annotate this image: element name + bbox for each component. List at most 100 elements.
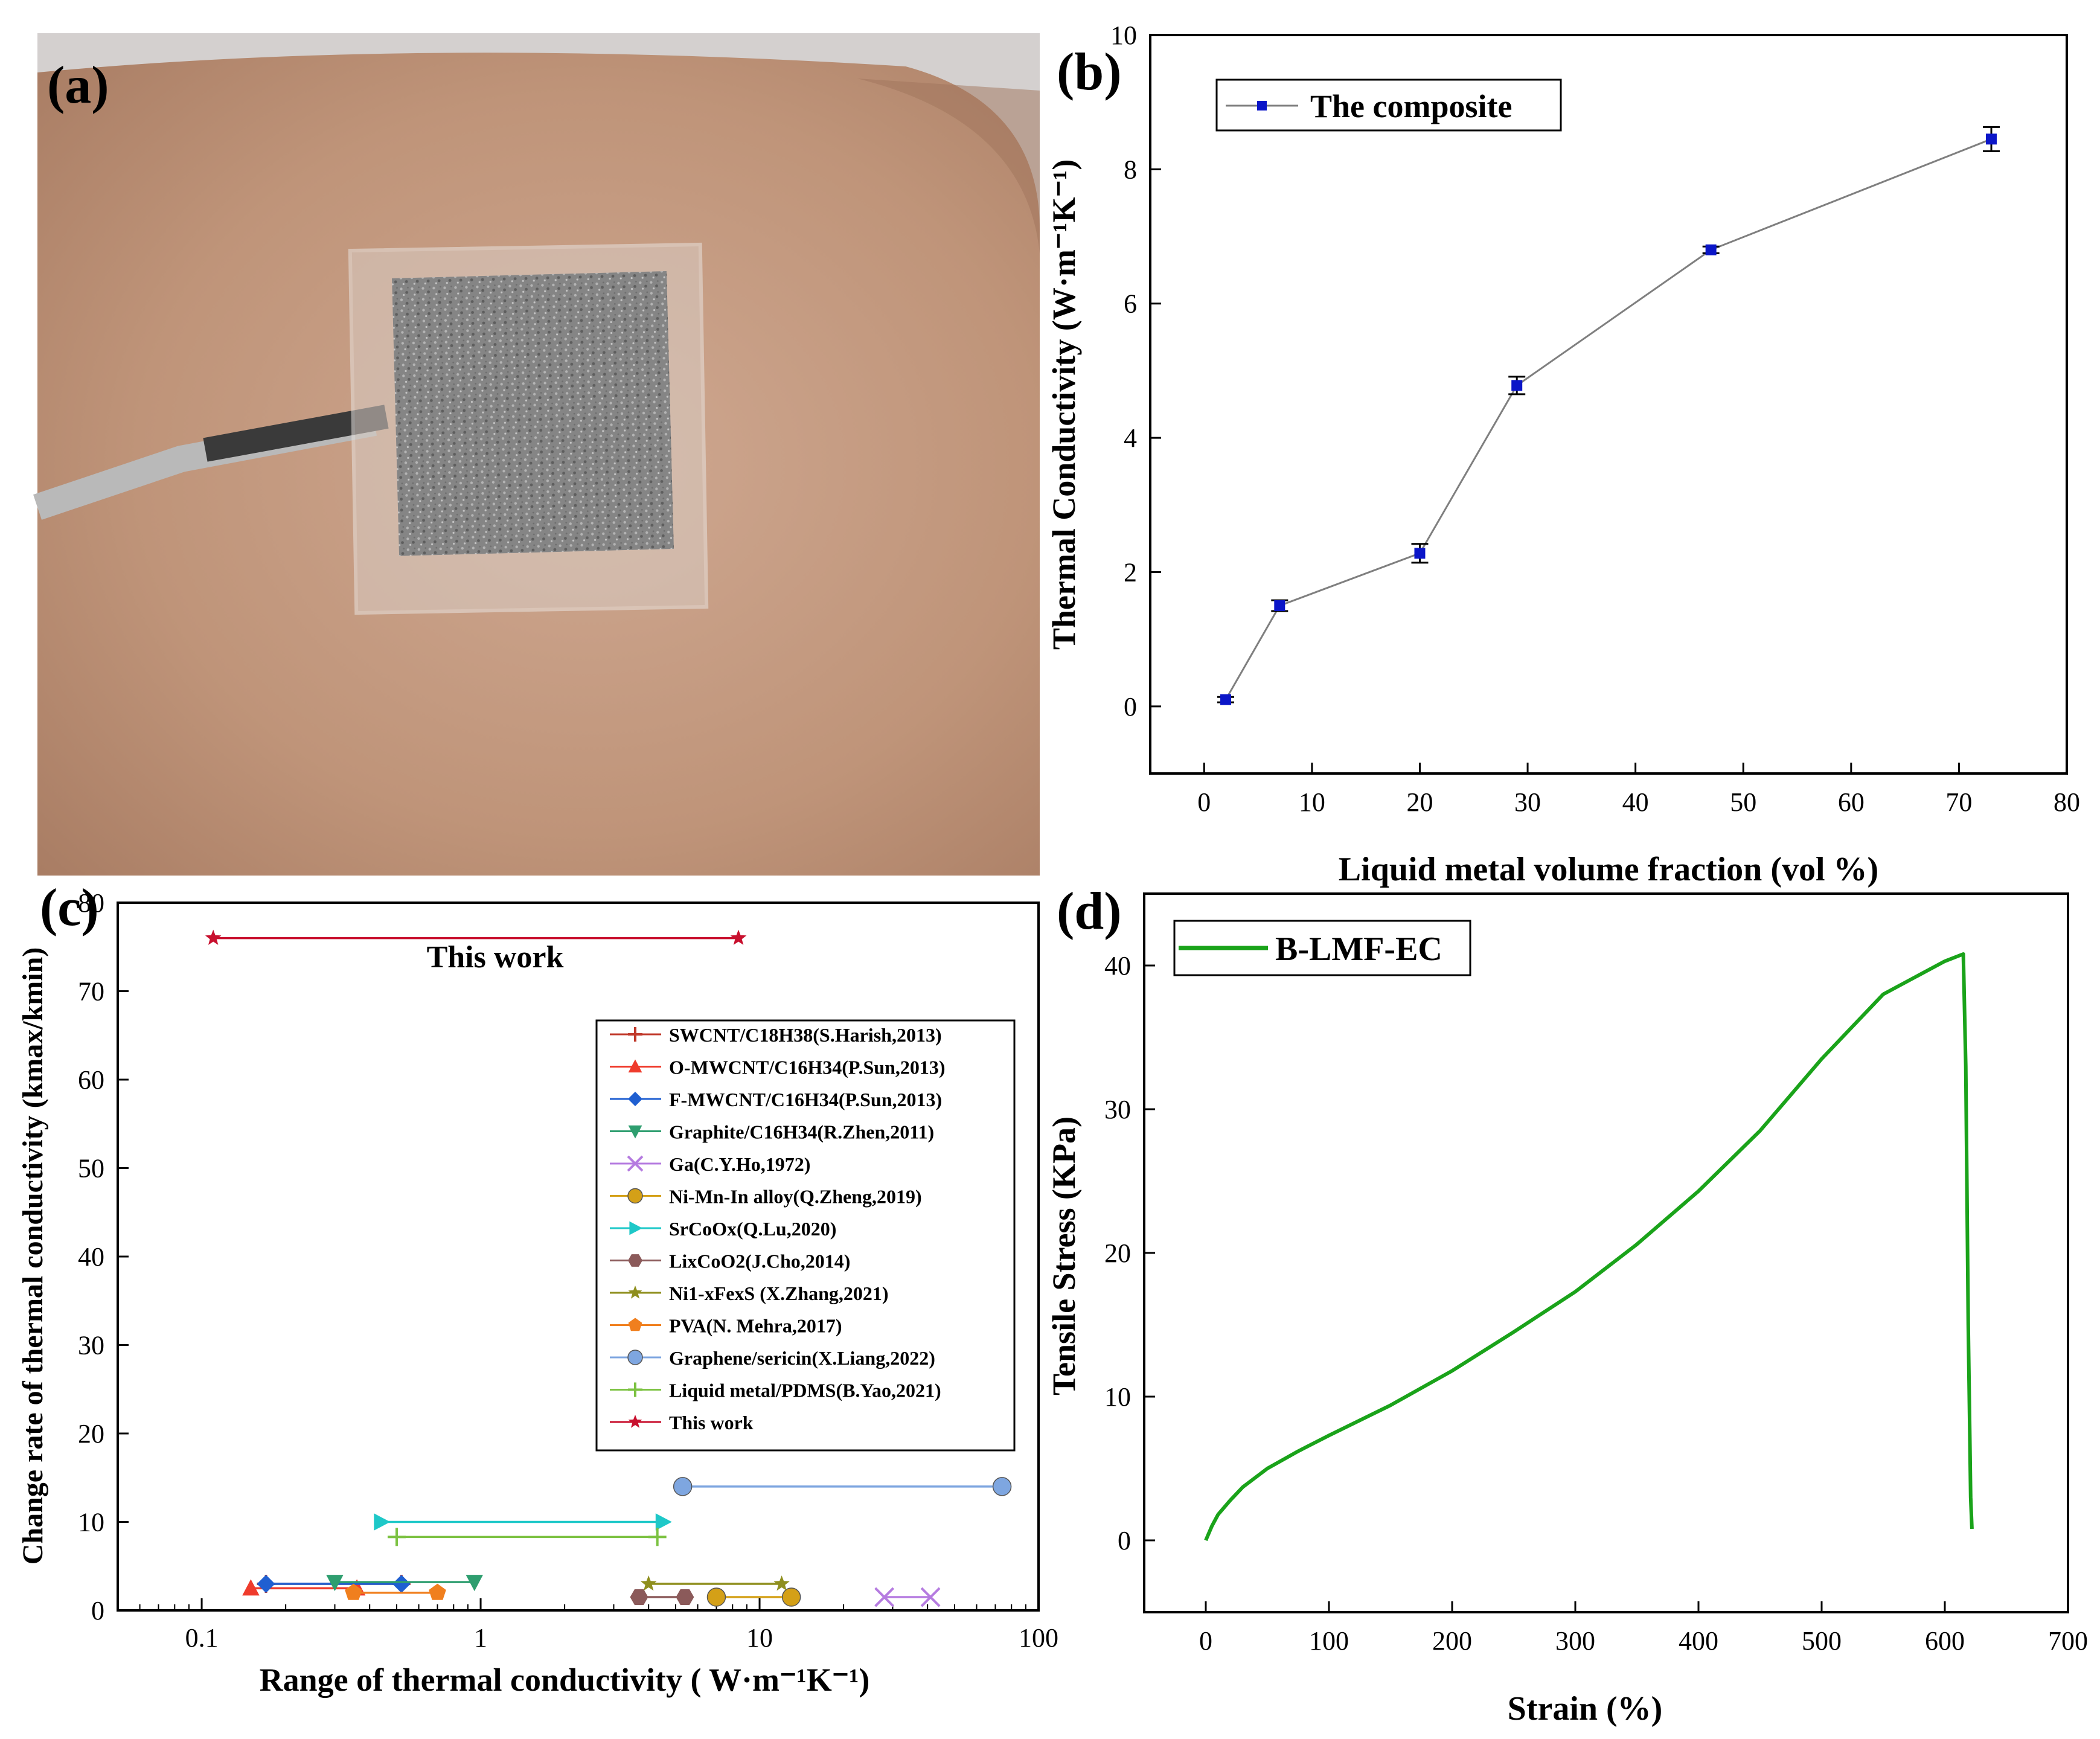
stress-strain-curve [1204, 952, 1974, 1542]
data-point [1274, 600, 1285, 612]
legend-label: B-LMF-EC [1275, 930, 1442, 968]
marker-pentagon [345, 1583, 362, 1600]
x-tick-label: 300 [1555, 1626, 1595, 1656]
data-point [1414, 548, 1426, 559]
legend-label: O-MWCNT/C16H34(P.Sun,2013) [669, 1057, 946, 1078]
x-axis-ticks: 0 10 20 30 40 50 60 70 80 [1197, 763, 2080, 817]
legend: SWCNT/C18H38(S.Harish,2013) O-MWCNT/C16H3… [610, 1024, 946, 1433]
marker-circle [673, 1477, 693, 1496]
legend-label: SWCNT/C18H38(S.Harish,2013) [669, 1024, 942, 1046]
series-ni1-xfexs-x-zhang-2021 [640, 1575, 790, 1591]
x-tick-label: 0 [1199, 1626, 1212, 1656]
y-axis-ticks: 0 10 20 30 40 [1104, 951, 1155, 1555]
series-graphite-c16h34-r-zhen-2011 [326, 1575, 483, 1592]
legend-label: Graphite/C16H34(R.Zhen,2011) [669, 1121, 934, 1143]
y-tick-label: 70 [78, 977, 104, 1007]
x-tick-label: 10 [746, 1623, 773, 1653]
y-tick-label: 8 [1124, 155, 1137, 184]
marker-hexagon [628, 1254, 642, 1267]
legend-label: F-MWCNT/C16H34(P.Sun,2013) [669, 1089, 942, 1110]
x-axis-label: Strain (%) [1508, 1690, 1663, 1728]
marker-diamond [628, 1092, 642, 1106]
x-axis-ticks: 0 100 200 300 400 500 600 700 [1199, 1601, 2088, 1656]
legend-label: Ni1-xFexS (X.Zhang,2021) [669, 1283, 889, 1304]
marker-plus [387, 1528, 406, 1546]
x-tick-label: 30 [1514, 787, 1541, 817]
legend-label: Ni-Mn-In alloy(Q.Zheng,2019) [669, 1186, 922, 1208]
y-tick-label: 10 [78, 1508, 104, 1537]
marker-x [920, 1587, 941, 1607]
y-tick-label: 60 [78, 1065, 104, 1095]
marker-star [628, 1415, 642, 1428]
marker-circle [781, 1587, 801, 1607]
legend-marker [1257, 101, 1267, 110]
metal-foam-device [392, 271, 674, 556]
marker-star [730, 929, 747, 945]
legend-label: Liquid metal/PDMS(B.Yao,2021) [669, 1380, 941, 1401]
marker-pentagon [628, 1318, 642, 1331]
y-tick-label: 0 [1124, 692, 1137, 722]
legend-label: Ga(C.Y.Ho,1972) [669, 1153, 810, 1175]
data-point [1511, 380, 1523, 391]
series-line [1224, 138, 1992, 700]
legend-label: SrCoOx(Q.Lu,2020) [669, 1218, 836, 1240]
y-tick-label: 40 [78, 1242, 104, 1272]
y-tick-label: 30 [78, 1331, 104, 1360]
data-series-the-composite [1217, 126, 2000, 705]
x-tick-label: 0 [1197, 787, 1211, 817]
y-tick-label: 0 [91, 1596, 104, 1625]
hand-knuckle-shade [857, 78, 1040, 254]
x-tick-label: 20 [1406, 787, 1433, 817]
y-tick-label: 2 [1124, 557, 1137, 587]
marker-star [640, 1575, 657, 1591]
x-tick-label: 200 [1432, 1626, 1472, 1656]
legend-label: PVA(N. Mehra,2017) [669, 1315, 842, 1337]
marker-star [773, 1575, 790, 1591]
marker-triangle-up [242, 1579, 260, 1596]
marker-circle [706, 1587, 726, 1607]
x-tick-label: 400 [1679, 1626, 1718, 1656]
marker-triangle-right [655, 1513, 672, 1531]
panel-label-c: (c) [40, 879, 99, 937]
marker-triangle-down [628, 1125, 642, 1139]
this-work-annotation: This work [427, 940, 564, 975]
data-point [1985, 133, 1997, 145]
marker-plus [628, 1027, 642, 1042]
y-axis-label: Thermal Conductivity (W·m⁻¹K⁻¹) [1046, 159, 1082, 650]
panel-d-chart: 0 100 200 300 400 500 600 700 0 10 20 30 40 B-LMF-E… [1046, 882, 2088, 1728]
x-tick-label: 80 [2054, 787, 2080, 817]
panel-label-d: (d) [1057, 882, 1122, 941]
plot-frame [1143, 892, 2069, 1613]
marker-star [628, 1286, 642, 1299]
marker-x [627, 1155, 644, 1172]
y-tick-label: 20 [78, 1419, 104, 1449]
series-pva-n-mehra-2017 [345, 1583, 446, 1600]
panel-a-photo: (a) [33, 33, 1040, 876]
panel-c-chart: 0.1 1 10 100 0 10 20 30 40 50 60 70 80 This work SW… [17, 879, 1058, 1698]
y-tick-label: 40 [1104, 951, 1131, 981]
x-tick-label: 50 [1730, 787, 1756, 817]
x-tick-label: 500 [1802, 1626, 1842, 1656]
marker-triangle-right [629, 1221, 642, 1235]
marker-diamond [392, 1575, 411, 1593]
marker-triangle-down [466, 1575, 483, 1592]
y-tick-label: 4 [1124, 423, 1137, 453]
series-ga-c-y-ho-1972 [874, 1587, 941, 1607]
data-point [1705, 244, 1717, 255]
series-srcoox-q-lu-2020 [374, 1513, 672, 1531]
series-this-work [205, 929, 747, 945]
x-tick-label: 60 [1838, 787, 1865, 817]
marker-pentagon [429, 1583, 446, 1600]
y-tick-label: 10 [1104, 1382, 1131, 1412]
x-tick-label: 70 [1945, 787, 1972, 817]
marker-triangle-down [326, 1575, 344, 1592]
marker-star [205, 929, 222, 945]
x-tick-label: 40 [1622, 787, 1649, 817]
marker-triangle-up [628, 1059, 642, 1073]
marker-circle [627, 1188, 643, 1204]
y-tick-label: 0 [1118, 1526, 1131, 1555]
panel-label-a: (a) [47, 56, 109, 115]
marker-plus [628, 1382, 642, 1397]
series-graphene-sericin-x-liang-2022 [673, 1477, 1012, 1496]
